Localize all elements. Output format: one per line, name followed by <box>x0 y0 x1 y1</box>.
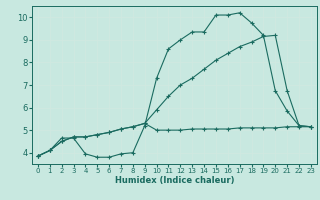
X-axis label: Humidex (Indice chaleur): Humidex (Indice chaleur) <box>115 176 234 185</box>
